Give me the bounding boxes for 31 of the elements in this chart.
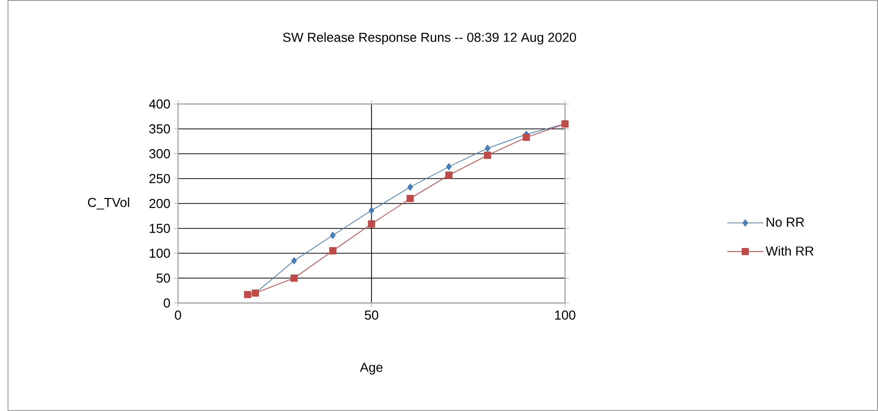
legend-label: With RR [766,246,814,256]
x-tick-label: 100 [555,310,576,320]
y-tick-label: 0 [164,298,170,308]
y-axis-title: C_TVol [88,197,130,210]
y-tick-label: 350 [149,124,170,134]
x-tick-label: 0 [174,310,182,320]
y-tick-label: 100 [150,248,170,258]
point [244,290,252,298]
point [407,183,414,191]
point [368,206,374,214]
point [330,232,336,239]
point [291,257,297,264]
point [290,274,298,282]
y-tick-label: 400 [149,99,170,109]
x-tick-label: 50 [364,310,378,320]
point [329,247,336,254]
point [446,163,452,170]
y-tick-label: 250 [149,174,170,184]
point [484,152,492,159]
y-tick-label: 50 [156,274,170,283]
y-tick-label: 200 [149,198,170,208]
point [522,134,530,141]
point [368,220,376,228]
y-tick-label: 150 [150,224,170,233]
x-axis-title: Age [360,362,382,374]
point [445,172,453,179]
chart-title: SW Release Response Runs -- 08:39 12 Aug 2020 [283,32,576,45]
y-tick-label: 300 [149,149,170,158]
point [484,144,490,152]
point [406,194,414,202]
legend-label: No RR [766,218,804,227]
